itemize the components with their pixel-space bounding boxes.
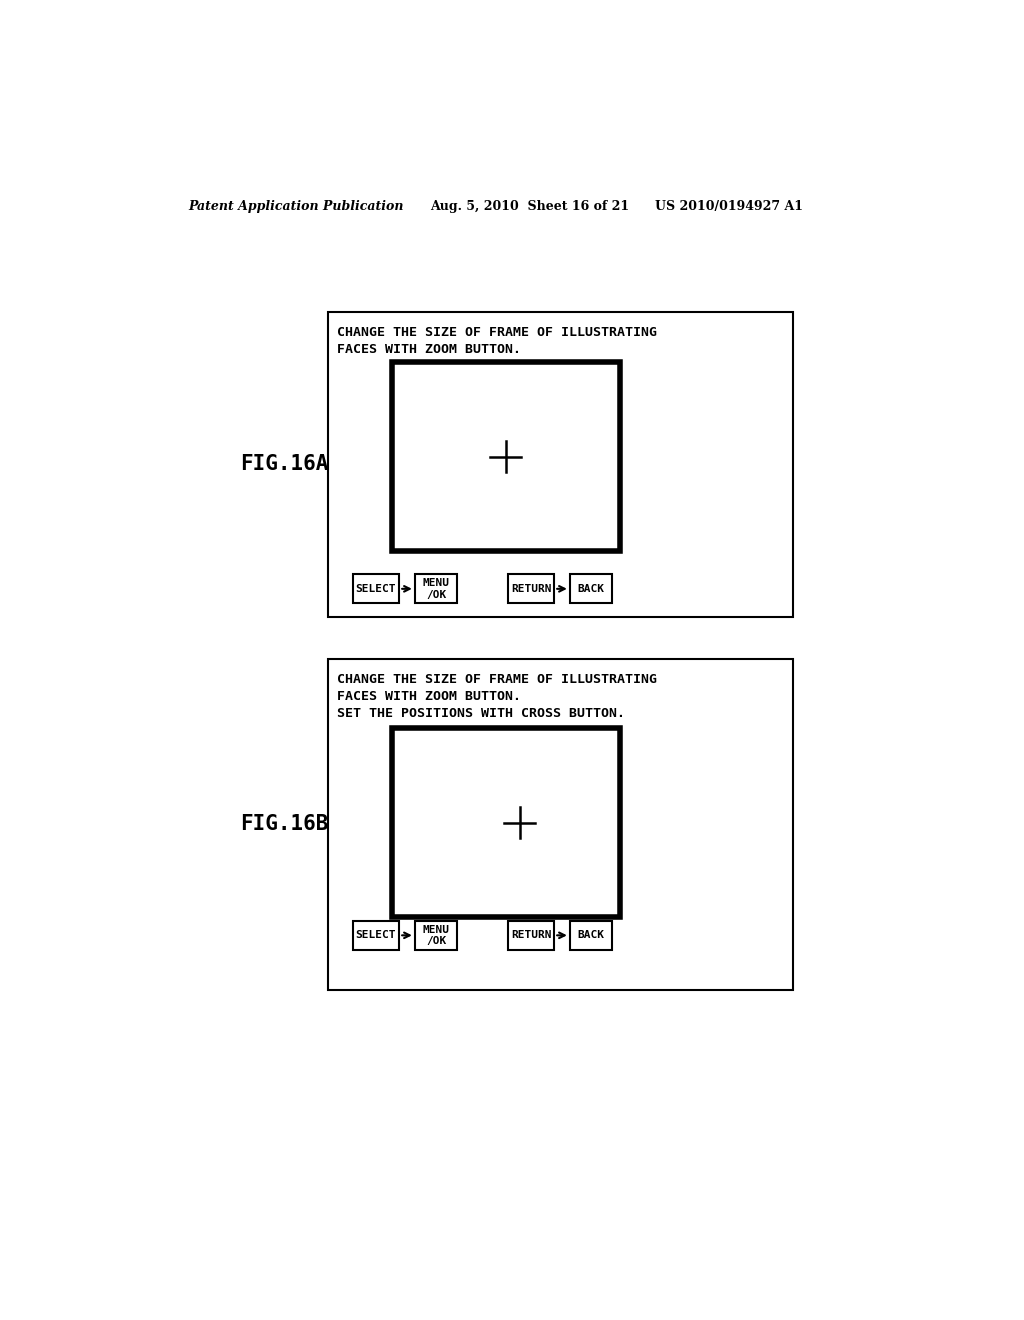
Text: BACK: BACK <box>578 931 604 940</box>
Text: MENU
/OK: MENU /OK <box>423 924 450 946</box>
Bar <box>508 921 554 950</box>
Text: FACES WITH ZOOM BUTTON.: FACES WITH ZOOM BUTTON. <box>337 343 521 356</box>
Bar <box>508 574 554 603</box>
Text: Aug. 5, 2010  Sheet 16 of 21: Aug. 5, 2010 Sheet 16 of 21 <box>430 199 630 213</box>
Text: SELECT: SELECT <box>355 583 396 594</box>
Bar <box>569 921 612 950</box>
Bar <box>569 574 612 603</box>
Text: FIG.16A: FIG.16A <box>241 454 329 474</box>
Bar <box>328 659 793 990</box>
Text: RETURN: RETURN <box>511 583 551 594</box>
Text: RETURN: RETURN <box>511 931 551 940</box>
Text: MENU
/OK: MENU /OK <box>423 578 450 599</box>
Text: FACES WITH ZOOM BUTTON.: FACES WITH ZOOM BUTTON. <box>337 689 521 702</box>
Bar <box>352 574 399 603</box>
Bar <box>391 363 621 552</box>
Text: SELECT: SELECT <box>355 931 396 940</box>
Bar <box>391 729 621 917</box>
Bar <box>352 921 399 950</box>
Text: US 2010/0194927 A1: US 2010/0194927 A1 <box>655 199 803 213</box>
Bar <box>328 313 793 616</box>
Bar <box>415 921 458 950</box>
Text: BACK: BACK <box>578 583 604 594</box>
Text: FIG.16B: FIG.16B <box>241 814 329 834</box>
Text: CHANGE THE SIZE OF FRAME OF ILLUSTRATING: CHANGE THE SIZE OF FRAME OF ILLUSTRATING <box>337 326 657 339</box>
Text: Patent Application Publication: Patent Application Publication <box>188 199 403 213</box>
Text: SET THE POSITIONS WITH CROSS BUTTON.: SET THE POSITIONS WITH CROSS BUTTON. <box>337 706 626 719</box>
Text: CHANGE THE SIZE OF FRAME OF ILLUSTRATING: CHANGE THE SIZE OF FRAME OF ILLUSTRATING <box>337 673 657 686</box>
Bar <box>415 574 458 603</box>
